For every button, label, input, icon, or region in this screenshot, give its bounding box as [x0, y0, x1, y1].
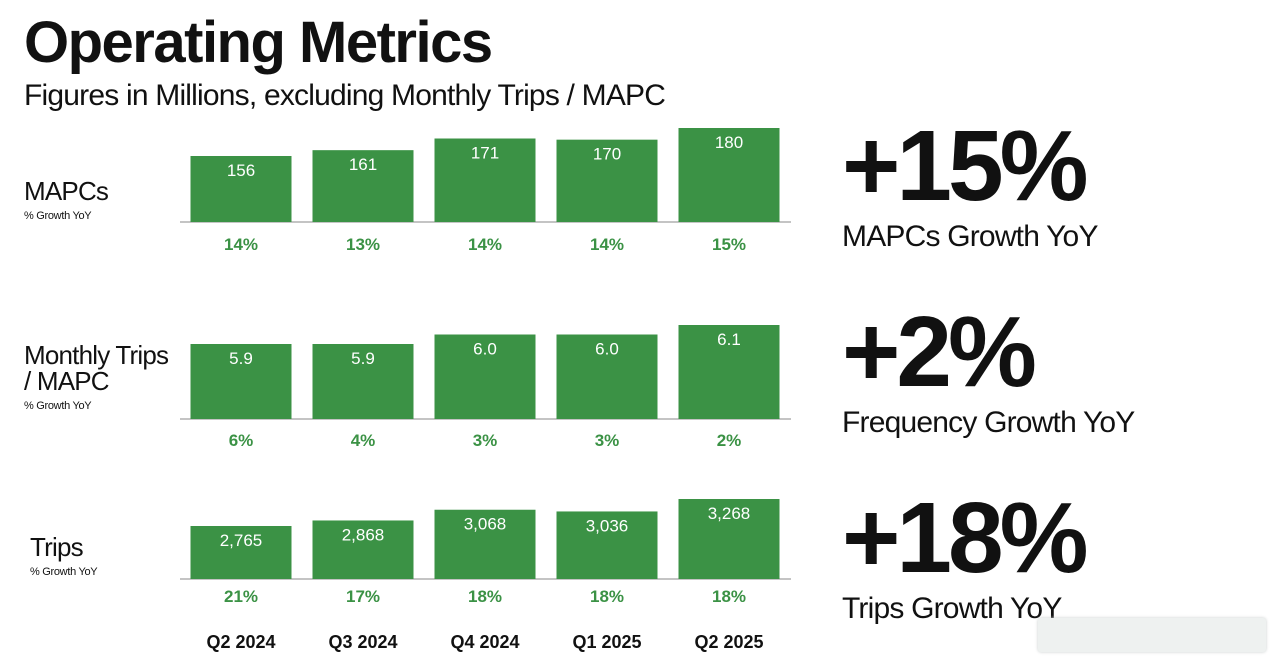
kpi-value: +2% — [842, 296, 1037, 408]
x-tick-label: Q2 2024 — [206, 632, 275, 652]
row-label-sublabel: % Growth YoY — [30, 566, 98, 578]
kpi-mapcs: +15% MAPCs Growth YoY — [842, 116, 1098, 254]
row-label-monthly-trips: Monthly Trips / MAPC % Growth YoY — [24, 342, 174, 412]
bar — [190, 526, 292, 579]
growth-label: 14% — [590, 235, 624, 254]
row-label-trips: Trips % Growth YoY — [30, 532, 98, 578]
bar-value-label: 171 — [471, 144, 499, 163]
bar — [312, 344, 414, 419]
growth-label: 18% — [468, 587, 502, 606]
bar-value-label: 2,868 — [342, 525, 385, 544]
kpi-frequency: +2% Frequency Growth YoY — [842, 302, 1135, 440]
bar — [556, 139, 658, 222]
growth-label: 3% — [595, 431, 620, 450]
bar-value-label: 6.0 — [473, 340, 497, 359]
page-subtitle: Figures in Millions, excluding Monthly T… — [24, 79, 666, 112]
growth-label: 4% — [351, 431, 376, 450]
x-tick-label: Q4 2024 — [450, 632, 519, 652]
bar — [556, 334, 658, 419]
growth-label: 15% — [712, 235, 746, 254]
bar-value-label: 2,765 — [220, 531, 263, 550]
bar — [434, 334, 536, 419]
bar — [678, 128, 780, 222]
growth-label: 14% — [224, 235, 258, 254]
row-label-mapcs: MAPCs % Growth YoY — [24, 176, 109, 222]
bar-value-label: 3,036 — [586, 516, 629, 535]
kpi-trips: +18% Trips Growth YoY — [842, 482, 1089, 626]
bar — [556, 511, 658, 579]
bar — [434, 509, 536, 579]
bar-value-label: 170 — [593, 145, 621, 164]
bar-value-label: 3,268 — [708, 504, 751, 523]
bar-value-label: 5.9 — [229, 349, 253, 368]
bar-value-label: 3,068 — [464, 515, 507, 534]
row-label-name: Monthly Trips / MAPC — [24, 340, 169, 396]
kpi-caption: Frequency Growth YoY — [842, 406, 1135, 439]
row-label-name: Trips — [30, 532, 84, 562]
bar — [190, 344, 292, 419]
bar-value-label: 156 — [227, 161, 255, 180]
bar-value-label: 6.1 — [717, 330, 741, 349]
x-tick-label: Q2 2025 — [694, 632, 763, 652]
row-label-name: MAPCs — [24, 176, 109, 206]
x-tick-label: Q3 2024 — [328, 632, 397, 652]
row-label-sublabel: % Growth YoY — [24, 210, 92, 222]
bar — [312, 520, 414, 579]
bar-value-label: 6.0 — [595, 340, 619, 359]
bar — [678, 325, 780, 419]
growth-label: 6% — [229, 431, 254, 450]
bar — [312, 150, 414, 222]
growth-label: 13% — [346, 235, 380, 254]
bar — [190, 156, 292, 222]
bar-value-label: 180 — [715, 133, 743, 152]
overlay-widget[interactable] — [1038, 618, 1266, 652]
kpi-value: +18% — [842, 482, 1089, 594]
kpi-value: +15% — [842, 110, 1089, 222]
growth-label: 2% — [717, 431, 742, 450]
kpi-caption: MAPCs Growth YoY — [842, 220, 1098, 253]
row-label-sublabel: % Growth YoY — [24, 400, 92, 412]
x-tick-label: Q1 2025 — [572, 632, 641, 652]
bar — [434, 138, 536, 222]
growth-label: 21% — [224, 587, 258, 606]
growth-label: 3% — [473, 431, 498, 450]
bar-value-label: 161 — [349, 155, 377, 174]
kpi-caption: Trips Growth YoY — [842, 592, 1062, 625]
bar — [678, 499, 780, 579]
growth-label: 14% — [468, 235, 502, 254]
page-title: Operating Metrics — [24, 10, 493, 75]
growth-label: 17% — [346, 587, 380, 606]
bar-value-label: 5.9 — [351, 349, 375, 368]
growth-label: 18% — [712, 587, 746, 606]
growth-label: 18% — [590, 587, 624, 606]
